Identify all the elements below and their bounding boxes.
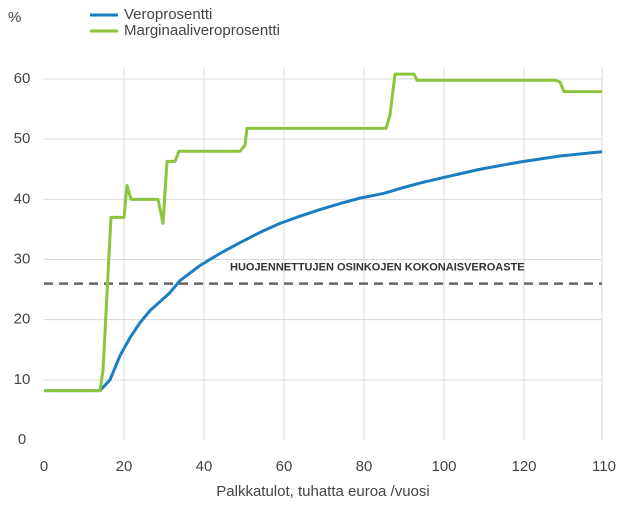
line: [44, 72, 602, 393]
legend-label: Veroprosentti: [124, 6, 212, 23]
y-tick-label: 0: [18, 431, 26, 448]
x-tick-label: 80: [356, 458, 373, 475]
x-tick-label: 0: [40, 458, 48, 475]
y-tick-label: 50: [14, 130, 31, 147]
legend-label: Marginaaliveroprosentti: [124, 22, 280, 39]
x-axis-label: Palkkatulot, tuhatta euroa /vuosi: [216, 483, 429, 500]
y-axis-label: %: [8, 9, 21, 26]
x-tick-label: 100: [431, 458, 456, 475]
x-tick-label: 110: [592, 458, 616, 475]
line: [44, 150, 603, 393]
x-tick-label: 120: [511, 458, 536, 475]
y-tick-label: 20: [14, 311, 31, 328]
x-tick-label: 60: [276, 458, 293, 475]
y-tick-label: 30: [14, 250, 31, 267]
y-tick-label: 60: [14, 70, 31, 87]
x-tick-label: 40: [196, 458, 213, 475]
x-tick-label: 20: [116, 458, 133, 475]
y-tick-label: 40: [14, 190, 31, 207]
annotation: HUOJENNETTUJEN OSINKOJEN KOKONAISVEROAST…: [230, 261, 525, 273]
y-tick-label: 10: [14, 371, 31, 388]
